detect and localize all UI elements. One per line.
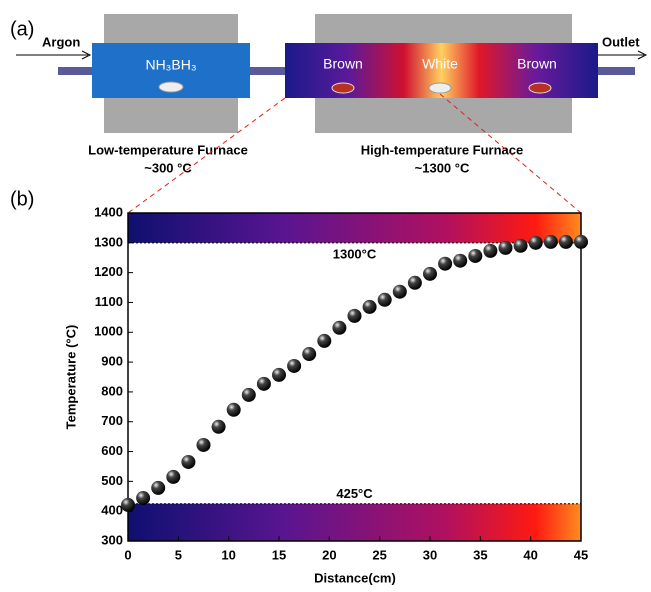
boat xyxy=(429,83,451,93)
y-tick-label: 1000 xyxy=(94,324,123,339)
y-tick-label: 1200 xyxy=(94,264,123,279)
reference-label: 425°C xyxy=(336,486,373,501)
inlet-label: Argon xyxy=(42,34,80,49)
x-tick-label: 0 xyxy=(124,547,131,562)
x-axis-title: Distance(cm) xyxy=(314,570,396,585)
data-point xyxy=(348,309,362,323)
y-tick-label: 800 xyxy=(101,383,123,398)
data-point xyxy=(317,334,331,348)
data-point xyxy=(181,455,195,469)
data-point xyxy=(197,438,211,452)
panel-label: (b) xyxy=(10,188,34,210)
zone-label: White xyxy=(422,56,458,72)
data-point xyxy=(408,276,422,290)
y-tick-label: 700 xyxy=(101,413,123,428)
data-point xyxy=(423,267,437,281)
y-tick-label: 600 xyxy=(101,443,123,458)
data-point xyxy=(332,321,346,335)
data-point xyxy=(438,257,452,271)
data-point xyxy=(468,249,482,263)
x-tick-label: 15 xyxy=(272,547,286,562)
y-tick-label: 400 xyxy=(101,503,123,518)
furnace-name: High-temperature Furnace xyxy=(361,142,524,157)
x-tick-label: 25 xyxy=(372,547,386,562)
furnace-temperature: ~300 °C xyxy=(144,160,192,175)
data-point xyxy=(499,241,513,255)
y-tick-label: 1300 xyxy=(94,234,123,249)
zone-label: Brown xyxy=(323,56,363,72)
data-point xyxy=(574,235,588,249)
hot-band xyxy=(128,504,581,541)
data-point xyxy=(453,254,467,268)
data-point xyxy=(559,235,573,249)
data-point xyxy=(151,481,165,495)
data-point xyxy=(363,300,377,314)
y-tick-label: 1100 xyxy=(95,294,123,309)
data-point xyxy=(227,403,241,417)
data-point xyxy=(257,377,271,391)
x-tick-label: 40 xyxy=(523,547,537,562)
figure: (a) Argon Outlet NH₃BH₃ Brown White Brow… xyxy=(0,0,651,592)
hot-band xyxy=(128,213,581,243)
zone-label: Brown xyxy=(517,56,557,72)
data-point xyxy=(483,244,497,258)
precursor-label: NH₃BH₃ xyxy=(145,57,196,73)
data-point xyxy=(272,368,286,382)
data-point xyxy=(514,239,528,253)
y-tick-label: 500 xyxy=(101,473,123,488)
data-point xyxy=(242,388,256,402)
x-tick-label: 45 xyxy=(574,547,588,562)
x-tick-label: 5 xyxy=(175,547,182,562)
y-tick-label: 1400 xyxy=(94,204,123,219)
data-point xyxy=(393,285,407,299)
y-axis-title: Temperature (°C) xyxy=(63,325,78,430)
furnace-name: Low-temperature Furnace xyxy=(88,142,248,157)
x-tick-label: 20 xyxy=(322,547,336,562)
data-point xyxy=(544,235,558,249)
reference-label: 1300°C xyxy=(333,246,377,261)
data-point xyxy=(302,347,316,361)
data-point xyxy=(287,359,301,373)
y-tick-label: 300 xyxy=(101,532,123,547)
outlet-label: Outlet xyxy=(602,34,640,49)
boat xyxy=(159,82,183,92)
data-point xyxy=(136,491,150,505)
panel-label: (a) xyxy=(10,18,34,40)
x-tick-label: 30 xyxy=(423,547,437,562)
furnace-temperature: ~1300 °C xyxy=(415,160,470,175)
x-tick-label: 10 xyxy=(221,547,235,562)
y-tick-label: 900 xyxy=(101,354,123,369)
data-point xyxy=(378,293,392,307)
data-point xyxy=(212,420,226,434)
data-point xyxy=(529,236,543,250)
data-point xyxy=(121,498,135,512)
x-tick-label: 35 xyxy=(473,547,487,562)
boat xyxy=(529,83,551,93)
boat xyxy=(332,83,354,93)
data-point xyxy=(166,470,180,484)
